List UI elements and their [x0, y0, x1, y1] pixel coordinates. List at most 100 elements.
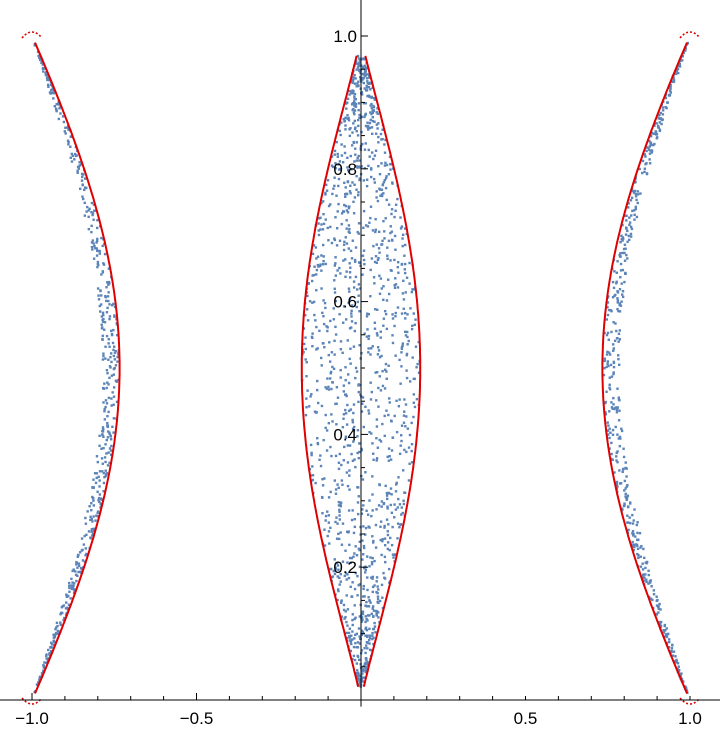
scatter-point [321, 512, 324, 515]
scatter-point [358, 177, 362, 180]
scatter-point [111, 391, 114, 394]
scatter-point [339, 501, 343, 504]
scatter-point [375, 261, 379, 265]
scatter-point [105, 472, 108, 475]
scatter-point [386, 257, 389, 261]
scatter-point [323, 544, 327, 547]
scatter-point [346, 180, 350, 183]
scatter-point [353, 604, 356, 607]
scatter-point [628, 221, 632, 224]
scatter-point [304, 413, 308, 417]
scatter-point [55, 109, 58, 113]
scatter-point [357, 627, 361, 630]
scatter-point [370, 151, 374, 154]
scatter-point [53, 634, 57, 637]
scatter-point [368, 430, 371, 434]
scatter-point [354, 545, 357, 548]
scatter-point [90, 530, 93, 533]
scatter-point [349, 362, 352, 365]
scatter-point [319, 464, 323, 468]
scatter-point [354, 246, 358, 249]
scatter-point [312, 300, 316, 304]
scatter-point [342, 243, 346, 246]
scatter-point [330, 576, 334, 579]
scatter-point [351, 459, 355, 463]
scatter-point [374, 230, 377, 234]
scatter-point [603, 366, 606, 370]
scatter-point [67, 143, 70, 146]
scatter-point [375, 457, 379, 460]
scatter-point [90, 245, 94, 249]
scatter-point [334, 325, 337, 329]
scatter-point [378, 251, 381, 254]
scatter-point [669, 83, 672, 87]
scatter-point [356, 501, 360, 504]
scatter-point [328, 377, 332, 380]
scatter-point [398, 452, 402, 456]
scatter-point [380, 194, 384, 198]
scatter-point [374, 228, 378, 231]
scatter-point [350, 304, 354, 307]
scatter-point [625, 253, 628, 257]
scatter-point [394, 354, 397, 357]
corner-boundary-arc [679, 31, 701, 39]
scatter-point [360, 649, 364, 652]
scatter-point [659, 111, 663, 115]
scatter-point [405, 352, 409, 356]
scatter-point [363, 595, 366, 598]
scatter-point [338, 518, 342, 521]
scatter-point [392, 556, 395, 559]
scatter-point [378, 599, 382, 603]
scatter-point [677, 64, 680, 67]
scatter-point [93, 244, 96, 248]
scatter-point [110, 360, 113, 364]
scatter-point [374, 217, 377, 221]
scatter-point [371, 585, 375, 589]
scatter-point [329, 203, 332, 206]
scatter-point [358, 442, 361, 445]
scatter-point [636, 547, 640, 551]
scatter-point [377, 256, 380, 260]
scatter-point [362, 226, 365, 230]
scatter-point [353, 617, 356, 621]
scatter-point [399, 382, 402, 385]
scatter-point [344, 378, 347, 382]
scatter-point [638, 531, 642, 535]
side-boundary-curve [34, 42, 121, 694]
scatter-point [57, 117, 61, 121]
scatter-point [628, 223, 631, 227]
scatter-point [320, 356, 323, 360]
scatter-point [373, 282, 376, 285]
scatter-point [114, 364, 118, 367]
scatter-point [410, 461, 414, 464]
scatter-point [334, 568, 337, 571]
scatter-point [374, 149, 378, 152]
scatter-point [643, 167, 647, 170]
scatter-point [373, 321, 377, 324]
scatter-point [68, 584, 71, 588]
scatter-point [393, 414, 396, 418]
scatter-point [356, 134, 360, 137]
scatter-point [101, 470, 104, 473]
scatter-point [96, 490, 99, 493]
scatter-point [662, 628, 665, 632]
scatter-point [104, 443, 107, 446]
scatter-point [336, 210, 339, 213]
scatter-point [364, 634, 367, 637]
scatter-point [365, 89, 369, 92]
scatter-point [356, 429, 360, 432]
scatter-point [377, 135, 380, 139]
scatter-point [411, 356, 414, 359]
scatter-point [100, 236, 103, 240]
scatter-point [104, 399, 108, 402]
scatter-point [338, 129, 341, 133]
scatter-point [668, 640, 671, 644]
scatter-point [610, 441, 613, 445]
scatter-point [406, 343, 409, 346]
scatter-point [644, 162, 647, 166]
scatter-point [326, 377, 329, 380]
scatter-point [375, 399, 378, 402]
scatter-point [322, 322, 326, 326]
scatter-point [92, 504, 96, 507]
scatter-point [378, 274, 381, 277]
